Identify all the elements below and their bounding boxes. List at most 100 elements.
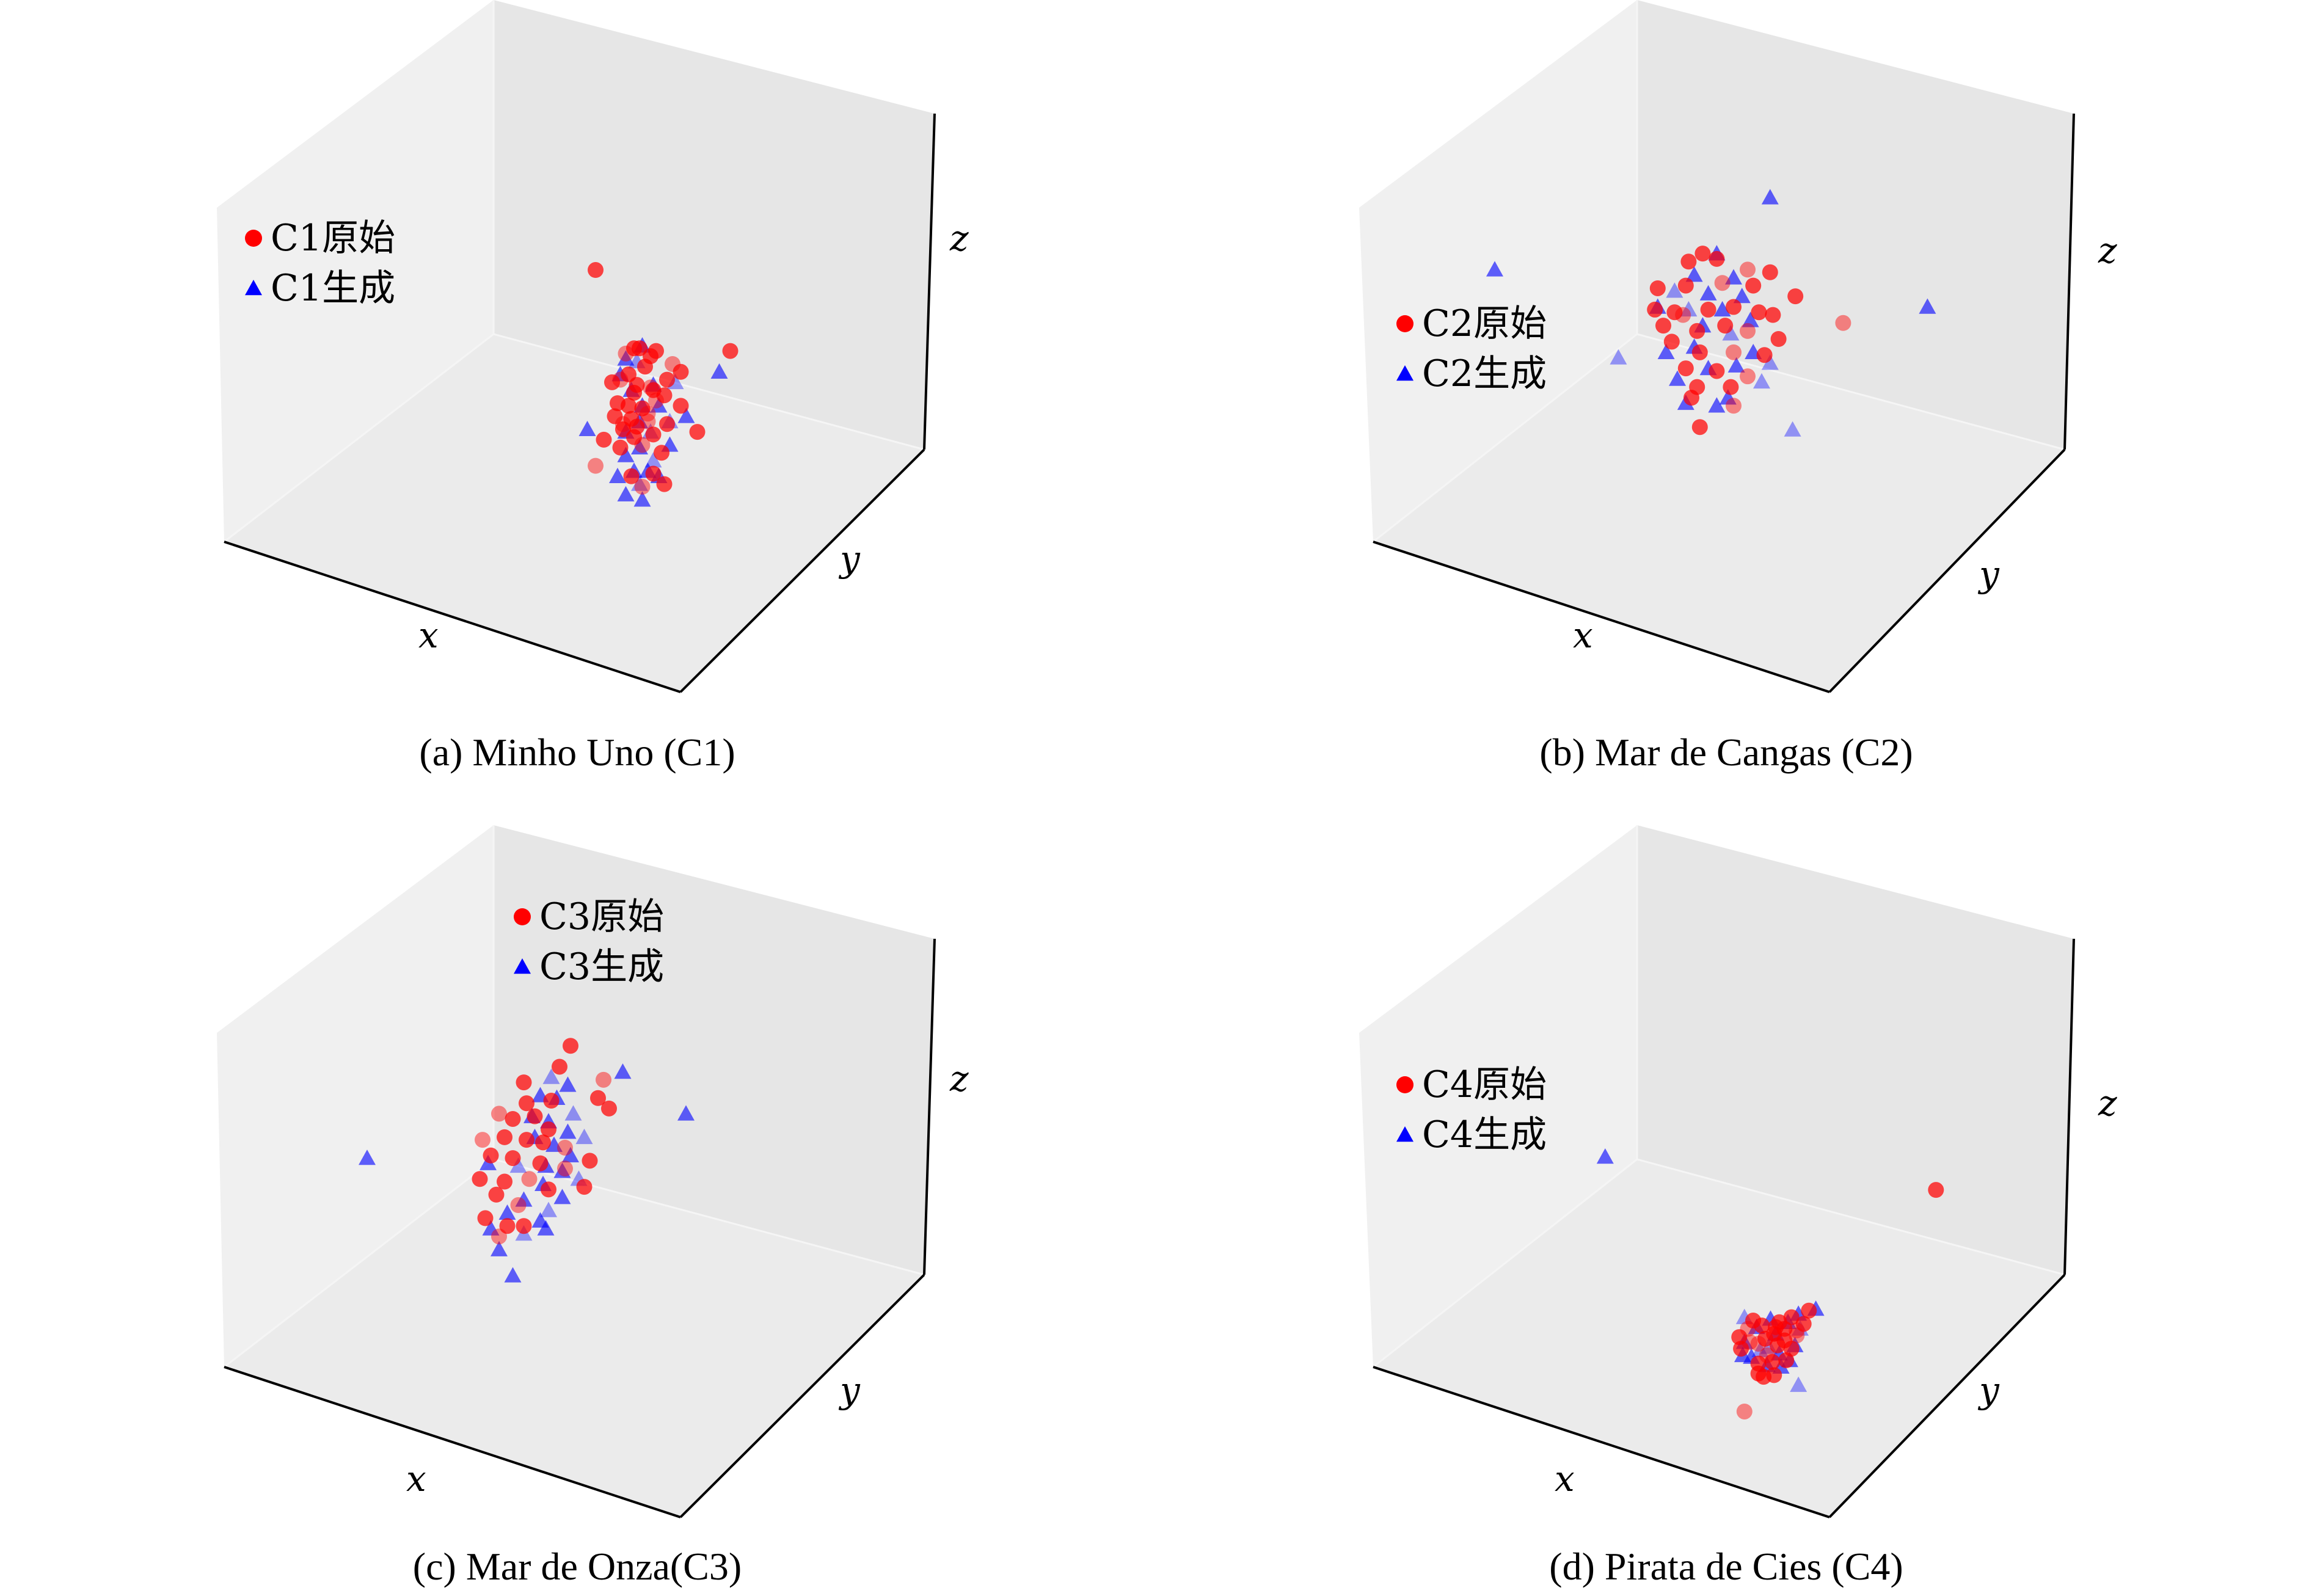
data-point-generated [1742, 312, 1759, 327]
data-point-generated [1919, 298, 1936, 314]
panel-a: x y z C1原始 C1生成 (a) Minho Uno (C1) [0, 0, 1154, 798]
pane-left [217, 0, 494, 542]
y-axis-label: y [1977, 553, 2000, 595]
z-axis-line [2063, 938, 2075, 1275]
data-point-generated [644, 452, 662, 468]
z-axis-line [923, 938, 936, 1275]
x-axis-label: x [406, 1458, 426, 1499]
z-axis-line [923, 113, 936, 450]
data-point-real [477, 1210, 494, 1226]
data-point-real [1751, 304, 1767, 321]
data-point-real [1723, 379, 1739, 395]
data-point-real [499, 1218, 516, 1234]
data-point-real [588, 457, 604, 474]
data-point-generated [617, 350, 635, 366]
data-point-generated [1753, 373, 1770, 389]
data-point-generated [609, 467, 626, 483]
data-point-real [604, 374, 620, 390]
legend-label-generated: C3生成 [539, 946, 664, 988]
data-point-generated [677, 1105, 695, 1121]
pane-back [1637, 0, 2074, 450]
data-point-real [557, 1139, 573, 1156]
x-axis-label: x [1573, 614, 1593, 656]
pane-left [217, 825, 494, 1367]
data-point-real [634, 478, 651, 495]
data-point-real [621, 398, 637, 414]
legend-marker-real [245, 230, 262, 247]
data-point-real [601, 1100, 617, 1117]
data-point-generated [491, 1241, 508, 1256]
z-axis-line [2063, 113, 2075, 450]
data-point-real [1835, 315, 1851, 331]
data-point-generated [1725, 269, 1742, 285]
legend-marker-generated [514, 958, 531, 974]
data-point-real [557, 1161, 573, 1177]
data-point-real [541, 1181, 556, 1198]
data-point-generated [1733, 288, 1751, 304]
plot-3d-c: x y z C3原始 C3生成 [217, 825, 969, 1518]
data-point-generated [1669, 370, 1686, 386]
data-point-real [673, 363, 689, 380]
caption-a: (a) Minho Uno (C1) [419, 731, 735, 774]
data-point-real [475, 1132, 491, 1148]
data-point-real [1745, 1313, 1762, 1329]
legend-marker-real [1396, 1076, 1413, 1093]
data-point-generated [1680, 301, 1698, 317]
legend: C3原始 C3生成 [514, 895, 664, 988]
data-point-real [1680, 253, 1697, 270]
data-point-real [1649, 280, 1666, 296]
x-axis-line [1373, 1366, 1830, 1518]
data-point-real [1655, 318, 1671, 334]
data-point-real [648, 392, 664, 409]
data-point-real [472, 1171, 488, 1187]
data-point-real [1787, 288, 1804, 305]
data-point-real [532, 1155, 549, 1171]
data-point-real [1677, 360, 1694, 377]
data-point-real [1726, 299, 1742, 315]
pane-back [1637, 825, 2074, 1275]
pane-left [1359, 825, 1637, 1367]
data-point-generated [509, 1157, 527, 1173]
series-real [588, 262, 739, 495]
data-point-real [626, 384, 642, 401]
y-axis-label: y [838, 538, 861, 580]
data-point-real [1733, 1341, 1749, 1357]
data-point-real [1765, 307, 1781, 323]
data-point-generated [1722, 325, 1740, 341]
pane-floor [1373, 334, 2065, 692]
data-point-generated [1761, 354, 1779, 370]
data-point-generated [677, 407, 695, 423]
data-point-real [1778, 1352, 1795, 1369]
legend-label-real: C1原始 [271, 217, 395, 260]
data-point-real [618, 345, 634, 362]
legend: C2原始 C2生成 [1396, 302, 1547, 395]
data-point-generated [359, 1150, 376, 1165]
data-point-generated [1784, 421, 1801, 437]
data-point-real [516, 1218, 532, 1234]
data-point-real [640, 414, 656, 429]
legend-label-real: C2原始 [1422, 302, 1547, 345]
data-point-generated [614, 1063, 632, 1079]
data-point-generated [578, 420, 596, 437]
data-point-generated [633, 491, 651, 507]
data-point-real [659, 371, 675, 388]
pane-floor [1373, 1159, 2065, 1517]
data-point-real [722, 343, 739, 359]
data-point-generated [1486, 261, 1503, 277]
data-point-generated [542, 1068, 560, 1084]
data-point-real [1717, 318, 1734, 334]
data-point-real [1764, 1354, 1781, 1370]
data-point-real [1757, 1330, 1773, 1347]
data-point-generated [575, 1128, 593, 1145]
data-point-generated [1727, 357, 1745, 373]
data-point-real [1795, 1316, 1812, 1332]
pane-back [494, 0, 935, 450]
data-point-real [615, 421, 631, 437]
data-point-generated [540, 1201, 557, 1217]
data-point-real [637, 359, 653, 375]
legend-label-generated: C2生成 [1422, 352, 1547, 395]
data-point-real [521, 1171, 538, 1187]
legend-marker-generated [1396, 365, 1413, 381]
data-point-real [497, 1173, 513, 1190]
data-point-generated [515, 1191, 533, 1207]
